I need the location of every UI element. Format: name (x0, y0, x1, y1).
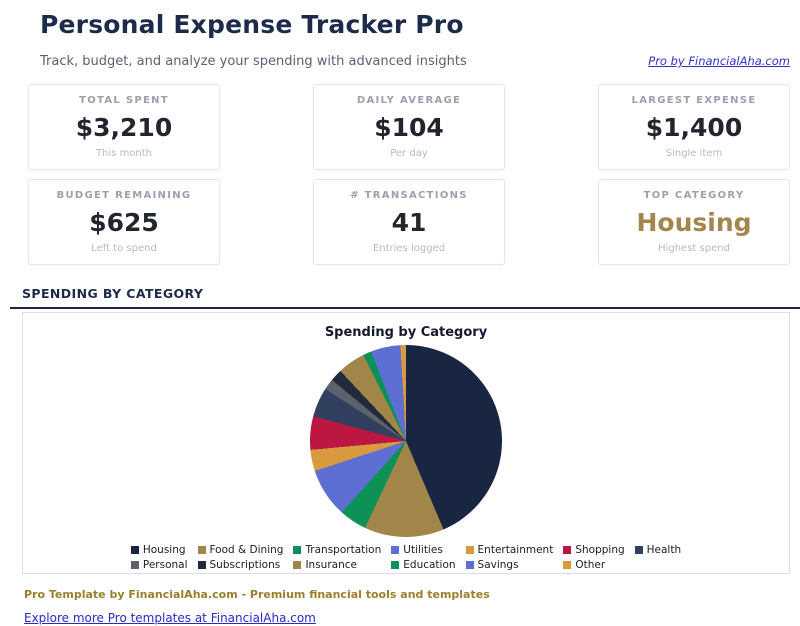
legend-swatch (130, 546, 139, 554)
legend-label: Shopping (575, 544, 625, 556)
section-heading: SPENDING BY CATEGORY (22, 286, 204, 301)
legend-item: Other (563, 559, 605, 571)
legend-swatch (634, 546, 643, 554)
legend-swatch (391, 546, 400, 554)
legend-label: Entertainment (477, 544, 554, 556)
legend-swatch (563, 546, 572, 554)
legend-item: Insurance (293, 559, 357, 571)
stat-value: $625 (89, 208, 159, 237)
legend-swatch (465, 546, 474, 554)
stat-label: DAILY AVERAGE (356, 95, 462, 106)
stat-sub: Left to spend (91, 243, 157, 254)
legend-label: Savings (477, 559, 519, 571)
page-footer: Pro Template by FinancialAha.com - Premi… (24, 588, 800, 626)
stat-card: TOTAL SPENT $3,210 This month (28, 84, 220, 170)
stat-label: # TRANSACTIONS (350, 190, 468, 201)
legend-swatch (197, 546, 206, 554)
stat-label: TOTAL SPENT (79, 95, 169, 106)
legend-label: Insurance (305, 559, 357, 571)
legend-swatch (197, 561, 206, 569)
legend-item: Transportation (293, 544, 381, 556)
stat-sub: Per day (390, 148, 428, 159)
stat-card: TOP CATEGORY Housing Highest spend (598, 179, 790, 265)
legend-label: Food & Dining (209, 544, 284, 556)
stat-sub: This month (95, 148, 153, 159)
legend-item: Personal (130, 559, 188, 571)
stat-cards-grid: TOTAL SPENT $3,210 This month DAILY AVER… (28, 84, 790, 265)
chart-title: Spending by Category (324, 325, 488, 340)
page-title: Personal Expense Tracker Pro (40, 10, 464, 39)
stat-sub: Highest spend (658, 243, 730, 254)
legend-swatch (293, 546, 302, 554)
page-header: Personal Expense Tracker Pro Track, budg… (0, 0, 800, 69)
chart-legend: Housing Food & Dining Transportation Utilit… (23, 544, 789, 571)
legend-label: Housing (142, 544, 186, 556)
legend-swatch (465, 561, 474, 569)
stat-label: BUDGET REMAINING (56, 190, 192, 201)
stat-card: # TRANSACTIONS 41 Entries logged (313, 179, 505, 265)
legend-swatch (130, 561, 139, 569)
stat-card: LARGEST EXPENSE $1,400 Single item (598, 84, 790, 170)
legend-label: Education (403, 559, 456, 571)
stat-label: TOP CATEGORY (643, 190, 745, 201)
legend-swatch (293, 561, 302, 569)
stat-sub: Entries logged (372, 243, 446, 254)
stat-value: Housing (636, 208, 752, 237)
legend-item: Utilities (391, 544, 443, 556)
legend-swatch (563, 561, 572, 569)
explore-templates-link[interactable]: Explore more Pro templates at FinancialA… (24, 611, 316, 625)
subtitle-row: Track, budget, and analyze your spending… (40, 54, 790, 69)
legend-label: Transportation (305, 544, 382, 556)
footer-tagline: Pro Template by FinancialAha.com - Premi… (24, 588, 490, 601)
legend-item: Savings (465, 559, 519, 571)
chart-container: Spending by Category Housing Food & Dinin… (22, 312, 790, 574)
legend-item: Subscriptions (197, 559, 281, 571)
legend-label: Utilities (403, 544, 443, 556)
stat-value: $104 (374, 113, 444, 142)
stat-sub: Single item (665, 148, 723, 159)
legend-label: Health (646, 544, 682, 556)
legend-item: Education (391, 559, 456, 571)
legend-label: Other (575, 559, 606, 571)
stat-value: $1,400 (645, 113, 743, 142)
stat-value: $3,210 (75, 113, 173, 142)
legend-item: Health (634, 544, 682, 556)
legend-item: Entertainment (465, 544, 554, 556)
stat-label: LARGEST EXPENSE (631, 95, 757, 106)
stat-card: BUDGET REMAINING $625 Left to spend (28, 179, 220, 265)
legend-item: Shopping (563, 544, 625, 556)
legend-item: Food & Dining (197, 544, 284, 556)
stat-value: 41 (391, 208, 427, 237)
legend-swatch (391, 561, 400, 569)
stat-card: DAILY AVERAGE $104 Per day (313, 84, 505, 170)
page-subtitle: Track, budget, and analyze your spending… (40, 54, 467, 69)
legend-item: Housing (130, 544, 186, 556)
pie-chart (310, 345, 502, 537)
section-divider (10, 307, 800, 309)
legend-label: Subscriptions (209, 559, 281, 571)
legend-label: Personal (142, 559, 188, 571)
pro-by-link[interactable]: Pro by FinancialAha.com (648, 54, 790, 68)
